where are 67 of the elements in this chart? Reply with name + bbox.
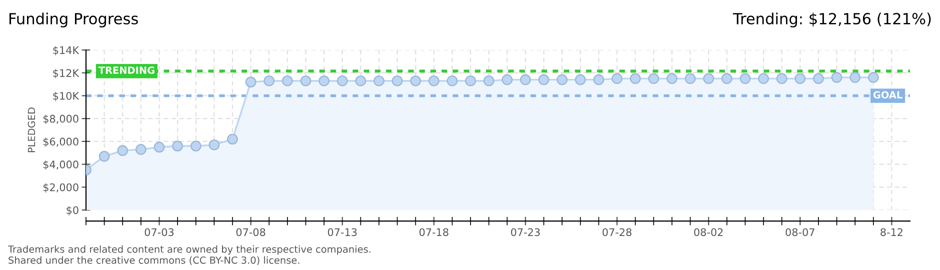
point [245,76,256,88]
y-tick-label: $0 [66,206,78,216]
x-tick-label: 07-18 [419,228,448,236]
point [208,139,220,150]
point [721,73,732,84]
x-tick-label: 08-07 [786,228,814,236]
point [740,73,751,84]
y-axis-title: PLEDGED [28,108,36,152]
point [117,145,128,156]
text: Trademarks and related content are owned by their respective companies. [8,245,370,255]
x-tick-label: 07-23 [511,228,540,236]
point [758,73,769,84]
point [355,75,366,86]
point [520,74,531,86]
x-tick-label: 07-03 [144,228,174,236]
y-tick-label: $6,000 [43,137,78,147]
y-tick-label: $10K [53,92,80,102]
y-tick-label: $14K [53,46,80,56]
point [794,73,806,84]
point [776,73,788,84]
point [410,75,422,86]
point [374,75,384,86]
x-tick-label: 07-28 [602,228,632,236]
point [318,75,330,86]
point [136,144,146,155]
point [556,74,568,86]
y-tick-label: $12K [53,68,80,78]
y-tick-label: $4,000 [43,160,78,170]
point [465,75,476,86]
x-tick-label: 07-08 [236,228,266,236]
x-tick-label: 08-02 [694,228,723,236]
point [227,134,238,145]
point [538,74,550,86]
y-tick-label: $8,000 [43,114,78,124]
point [593,74,604,86]
point [831,72,842,83]
point [574,74,586,86]
point [630,73,641,84]
point [98,150,110,162]
point [502,74,513,86]
y-tick-label: $2,000 [43,183,78,193]
text: Shared under the creative commons (CC BY-NC 3.0) license. [8,256,300,265]
point [648,73,660,84]
point [392,75,403,86]
ref-line-label: GOAL [873,91,902,99]
point [684,73,696,84]
point [868,72,879,83]
point [264,75,275,86]
point [190,140,202,152]
x-tick-label: 07-13 [328,228,357,236]
point [850,72,860,83]
ref-line-label: TRENDING [98,66,154,74]
chart-subtitle: Trending: $12,156 (121%) [732,12,931,28]
point [282,75,293,86]
point [428,75,440,86]
point [446,75,458,86]
point [172,140,183,152]
point [300,75,312,86]
point [666,73,678,84]
x-tick-label: 8-12 [880,228,902,236]
chart-title: Funding Progress [10,12,138,28]
point [483,75,494,86]
point [612,73,622,84]
point [154,142,165,153]
point [336,75,348,86]
point [703,73,714,84]
point [813,73,824,84]
